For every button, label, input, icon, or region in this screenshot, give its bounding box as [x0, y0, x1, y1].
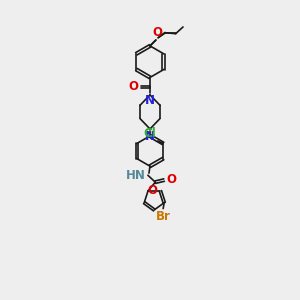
Text: N: N	[145, 94, 155, 106]
Text: O: O	[166, 173, 176, 186]
Text: N: N	[145, 130, 155, 142]
Text: O: O	[148, 184, 158, 197]
Text: Br: Br	[156, 210, 171, 223]
Text: O: O	[152, 26, 162, 39]
Text: HN: HN	[125, 169, 146, 182]
Text: Cl: Cl	[143, 127, 156, 140]
Text: O: O	[129, 80, 139, 93]
